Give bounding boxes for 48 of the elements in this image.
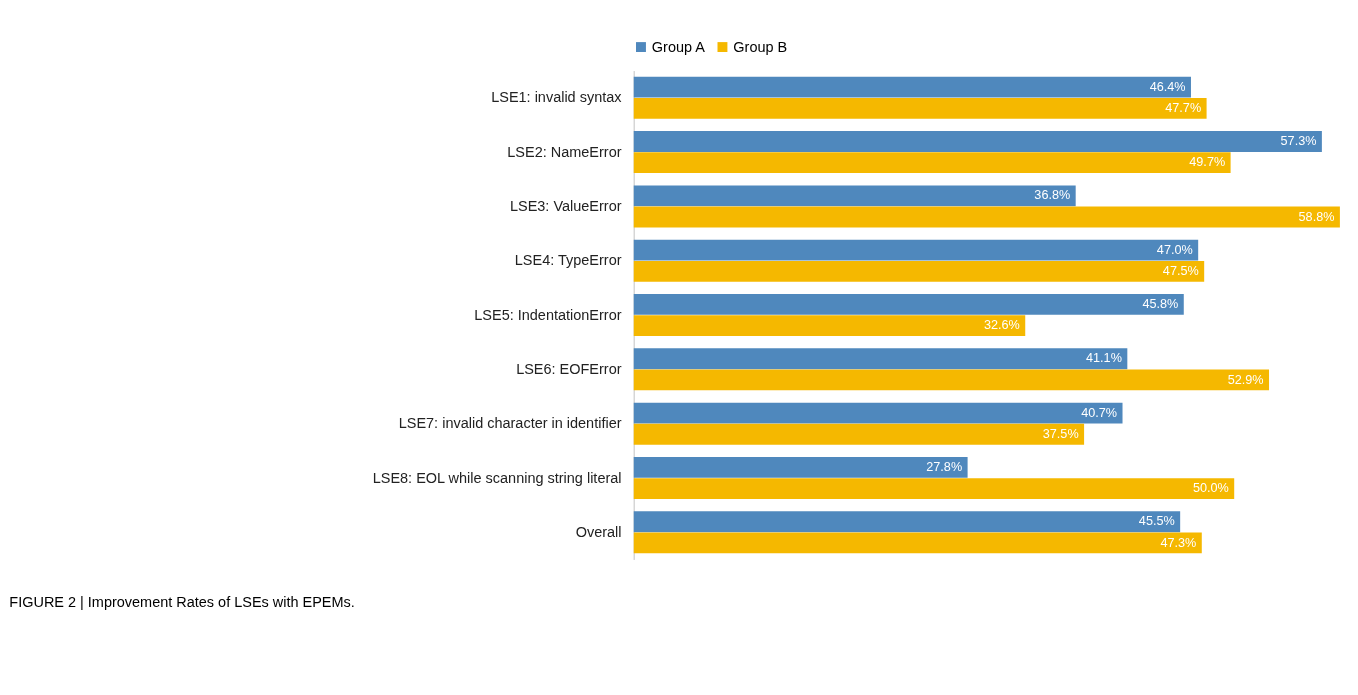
- bar: [633, 185, 1076, 207]
- y-tick-label: LSE4: TypeError: [514, 252, 622, 269]
- data-label: 47.5%: [1162, 263, 1199, 278]
- y-tick-label: LSE3: ValueError: [509, 197, 622, 214]
- data-label: 45.5%: [1138, 514, 1175, 529]
- bar: [633, 294, 1184, 315]
- data-label: 41.1%: [1086, 351, 1122, 366]
- data-label: 40.7%: [1081, 405, 1118, 420]
- data-label: 32.6%: [983, 318, 1020, 333]
- y-tick-label: LSE1: invalid syntax: [491, 89, 623, 106]
- data-label: 46.4%: [1149, 79, 1186, 94]
- bar: [633, 239, 1199, 261]
- y-tick-label: LSE7: invalid character in identifier: [398, 415, 622, 432]
- text: FIGURE 2 | Improvement Rates of LSEs with EPEMs.: [9, 594, 355, 611]
- data-label: 27.8%: [926, 460, 963, 475]
- bar: [633, 97, 1207, 119]
- bar: [633, 478, 1235, 500]
- data-label: 36.8%: [1034, 188, 1071, 203]
- data-label: 47.3%: [1160, 535, 1197, 550]
- data-label: 37.5%: [1042, 426, 1079, 441]
- legend-label: Group A: [651, 38, 706, 55]
- bar: [633, 76, 1191, 98]
- data-label: 49.7%: [1189, 155, 1226, 170]
- data-label: 45.8%: [1142, 297, 1179, 312]
- bar: [633, 369, 1270, 391]
- bar: [633, 532, 1202, 554]
- y-tick-label: LSE2: NameError: [507, 143, 622, 160]
- bar: [633, 348, 1128, 370]
- data-label: 47.7%: [1165, 100, 1202, 115]
- y-tick-label: LSE6: EOFError: [516, 360, 622, 377]
- bar: [633, 131, 1322, 152]
- bar: [633, 402, 1123, 424]
- y-tick-label: LSE5: IndentationError: [474, 306, 622, 323]
- y-tick-label: Overall: [575, 523, 622, 540]
- data-label: 47.0%: [1156, 242, 1193, 257]
- bar: [633, 423, 1085, 445]
- bar: [633, 511, 1181, 533]
- bar: [633, 315, 1026, 337]
- data-label: 57.3%: [1280, 134, 1317, 149]
- data-label: 50.0%: [1192, 481, 1229, 496]
- legend-label: Group B: [733, 38, 788, 55]
- data-label: 58.8%: [1298, 209, 1335, 224]
- data-label: 52.9%: [1227, 372, 1264, 387]
- bar: [633, 206, 1340, 228]
- bar: [633, 152, 1231, 174]
- y-tick-label: LSE8: EOL while scanning string literal: [372, 469, 622, 486]
- bar: [633, 457, 968, 478]
- bar: [633, 260, 1205, 282]
